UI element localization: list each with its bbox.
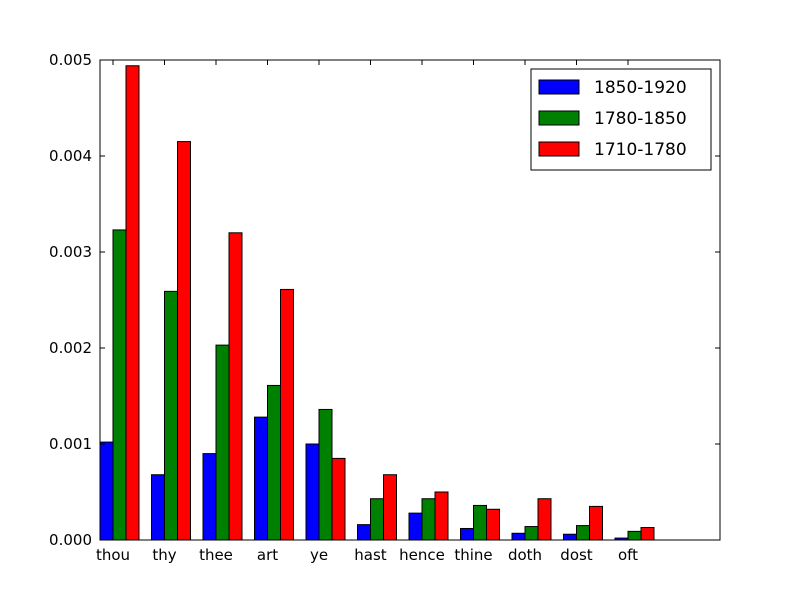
legend: 1850-1920 1780-1850 1710-1780 bbox=[530, 68, 712, 171]
legend-swatch bbox=[538, 110, 580, 126]
bar-thine-1850-1920 bbox=[460, 527, 474, 541]
x-tick-label: dost bbox=[560, 546, 593, 564]
bar-dost-1780-1850 bbox=[576, 525, 590, 541]
bar-art-1850-1920 bbox=[254, 416, 268, 541]
y-tick-label: 0.004 bbox=[49, 147, 92, 165]
bars-group bbox=[99, 65, 655, 541]
bar-art-1710-1780 bbox=[280, 288, 294, 541]
bar-doth-1710-1780 bbox=[537, 498, 552, 541]
bar-oft-1780-1850 bbox=[627, 530, 642, 541]
bar-thou-1780-1850 bbox=[112, 229, 127, 541]
x-tick-label: hast bbox=[354, 546, 387, 564]
bar-thee-1710-1780 bbox=[228, 232, 243, 541]
bar-doth-1780-1850 bbox=[524, 526, 539, 541]
legend-label: 1780-1850 bbox=[594, 109, 687, 129]
bar-ye-1710-1780 bbox=[331, 457, 346, 541]
bar-art-1780-1850 bbox=[267, 384, 281, 541]
bar-hast-1850-1920 bbox=[357, 524, 371, 541]
x-tick-label: doth bbox=[508, 546, 542, 564]
y-tick-label: 0.005 bbox=[49, 51, 92, 69]
x-tick-label: art bbox=[257, 546, 278, 564]
bar-hence-1850-1920 bbox=[408, 512, 423, 541]
bar-ye-1850-1920 bbox=[305, 443, 320, 541]
legend-swatch bbox=[538, 79, 580, 95]
x-tick-label: ye bbox=[310, 546, 328, 564]
bar-thy-1710-1780 bbox=[177, 141, 191, 541]
bar-thou-1710-1780 bbox=[125, 65, 140, 541]
bar-thee-1850-1920 bbox=[202, 453, 217, 541]
bar-hence-1710-1780 bbox=[434, 491, 449, 541]
y-tick-label: 0.000 bbox=[49, 531, 92, 549]
bar-dost-1710-1780 bbox=[589, 505, 603, 541]
bar-thee-1780-1850 bbox=[215, 344, 230, 541]
y-tick-label: 0.003 bbox=[49, 243, 92, 261]
legend-label: 1850-1920 bbox=[594, 78, 687, 98]
bar-doth-1850-1920 bbox=[511, 532, 526, 541]
y-tick-label: 0.002 bbox=[49, 339, 92, 357]
legend-swatch bbox=[538, 141, 580, 157]
x-tick-label: thine bbox=[454, 546, 492, 564]
bar-thine-1710-1780 bbox=[486, 508, 500, 541]
ticks-group: 0.000 0.001 0.002 0.003 0.004 0.005 thou thy the… bbox=[49, 51, 720, 564]
bar-thy-1780-1850 bbox=[164, 290, 178, 541]
bar-hast-1780-1850 bbox=[370, 498, 384, 541]
bar-dost-1850-1920 bbox=[563, 533, 577, 541]
bar-oft-1710-1780 bbox=[640, 527, 655, 541]
bar-ye-1780-1850 bbox=[318, 408, 333, 541]
x-tick-label: oft bbox=[618, 546, 638, 564]
bar-thy-1850-1920 bbox=[151, 474, 165, 541]
bar-hast-1710-1780 bbox=[383, 474, 397, 541]
x-tick-label: thou bbox=[96, 546, 130, 564]
bar-hence-1780-1850 bbox=[421, 498, 436, 541]
plot-frame bbox=[99, 59, 721, 541]
x-tick-label: thee bbox=[199, 546, 233, 564]
legend-label: 1710-1780 bbox=[594, 140, 687, 160]
bar-thine-1780-1850 bbox=[473, 504, 487, 541]
x-tick-label: thy bbox=[152, 546, 176, 564]
bar-thou-1850-1920 bbox=[99, 441, 114, 541]
x-tick-label: hence bbox=[399, 546, 445, 564]
y-tick-label: 0.001 bbox=[49, 435, 92, 453]
